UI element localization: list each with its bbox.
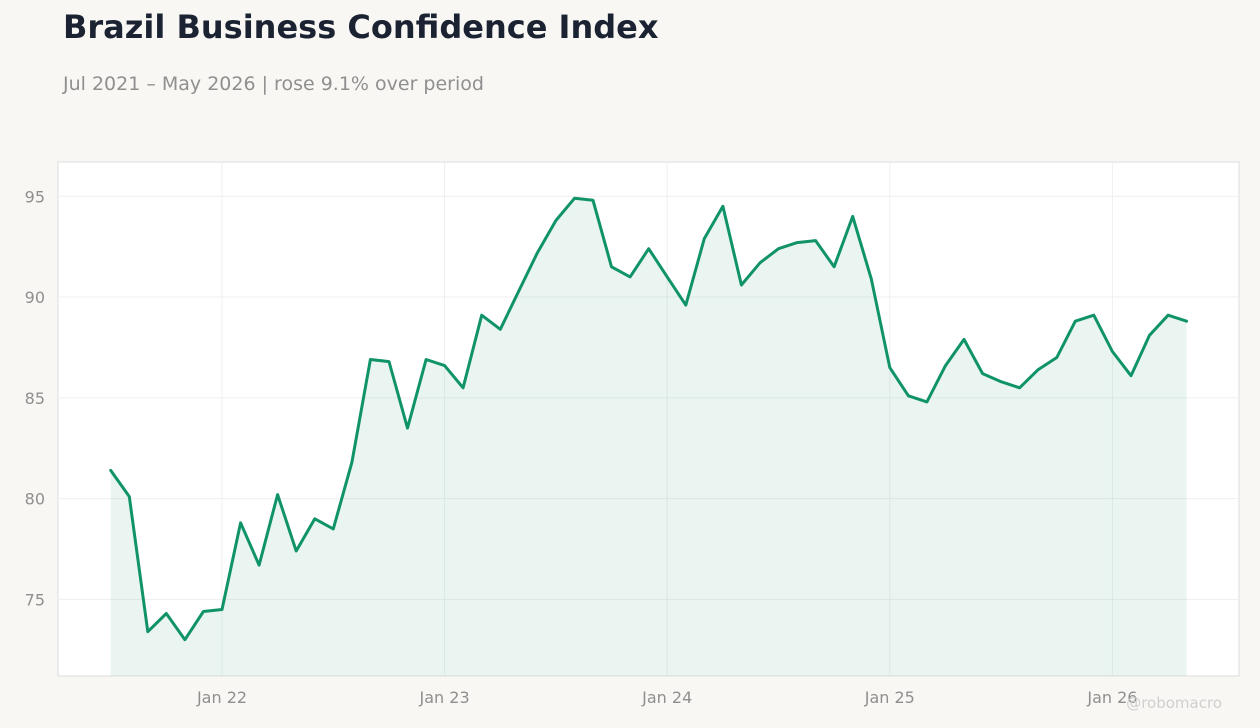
y-tick-label: 85 (25, 389, 45, 408)
x-tick-label: Jan 23 (419, 688, 470, 707)
y-tick-label: 75 (25, 590, 45, 609)
y-tick-label: 80 (25, 490, 45, 509)
chart-subtitle: Jul 2021 – May 2026 | rose 9.1% over per… (63, 73, 484, 95)
series-area-fill (110, 198, 1187, 677)
y-tick-label: 90 (25, 288, 45, 307)
series-line (109, 196, 1189, 642)
gridlines (58, 162, 1239, 676)
x-tick-label: Jan 22 (196, 688, 247, 707)
y-tick-label: 95 (25, 187, 45, 206)
x-axis-tick-labels: Jan 22 Jan 23 Jan 24 Jan 25 Jan 26 (196, 688, 1138, 707)
x-tick-label: Jan 24 (641, 688, 692, 707)
x-tick-label: Jan 25 (864, 688, 915, 707)
chart-title: Brazil Business Confidence Index (63, 8, 659, 46)
y-axis-tick-labels: 75 80 85 90 95 (25, 187, 45, 609)
watermark: @robomacro (1126, 694, 1222, 712)
x-tick-label: Jan 26 (1086, 688, 1137, 707)
